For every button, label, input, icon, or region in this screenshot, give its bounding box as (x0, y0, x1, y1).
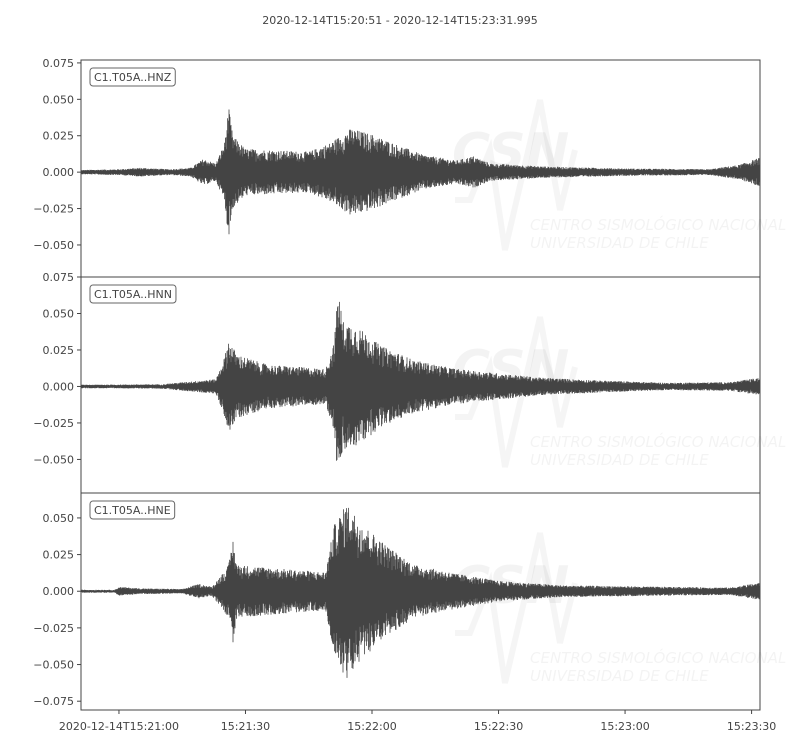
y-tick-label: 0.050 (43, 93, 75, 106)
watermark-wave-icon (455, 316, 578, 468)
y-tick-label: 0.000 (43, 380, 75, 393)
trace-label: C1.T05A..HNE (89, 500, 176, 520)
y-tick-label: −0.025 (33, 622, 74, 635)
y-tick-label: −0.025 (33, 203, 74, 216)
csn-watermark: CSNCENTRO SISMOLÓGICO NACIONALUNIVERSIDA… (452, 99, 786, 252)
trace-panel-hnz: CSNCENTRO SISMOLÓGICO NACIONALUNIVERSIDA… (33, 57, 786, 278)
y-tick-label: 0.050 (43, 512, 75, 525)
plot-title: 2020-12-14T15:20:51 - 2020-12-14T15:23:3… (262, 14, 538, 27)
svg-text:CENTRO SISMOLÓGICO NACIONAL: CENTRO SISMOLÓGICO NACIONAL (530, 432, 786, 451)
watermark-wave-icon (455, 99, 578, 251)
y-tick-label: −0.025 (33, 417, 74, 430)
trace-label: C1.T05A..HNN (89, 284, 177, 304)
watermark-wave-icon (455, 532, 578, 684)
y-tick-label: 0.025 (43, 130, 75, 143)
y-tick-label: −0.050 (33, 239, 74, 252)
trace-label-text: C1.T05A..HNE (94, 504, 171, 517)
svg-text:UNIVERSIDAD DE CHILE: UNIVERSIDAD DE CHILE (530, 667, 709, 685)
y-tick-label: 0.025 (43, 344, 75, 357)
x-tick-label: 15:23:00 (600, 720, 649, 733)
y-tick-label: 0.025 (43, 549, 75, 562)
trace-label-text: C1.T05A..HNZ (94, 71, 172, 84)
y-tick-label: 0.000 (43, 585, 75, 598)
x-tick-label: 15:21:30 (221, 720, 270, 733)
y-tick-label: −0.050 (33, 453, 74, 466)
x-tick-label: 2020-12-14T15:21:00 (59, 720, 179, 733)
y-tick-label: −0.050 (33, 659, 74, 672)
axes-frame (80, 492, 761, 711)
y-tick-label: −0.075 (33, 695, 74, 708)
svg-text:CENTRO SISMOLÓGICO NACIONAL: CENTRO SISMOLÓGICO NACIONAL (530, 215, 786, 234)
y-tick-label: 0.075 (43, 271, 75, 284)
trace-label: C1.T05A..HNZ (89, 67, 176, 87)
x-tick-label: 15:23:30 (727, 720, 776, 733)
x-axis: 2020-12-14T15:21:00 15:21:30 15:22:00 15:22… (59, 710, 776, 733)
trace-label-text: C1.T05A..HNN (94, 288, 172, 301)
svg-text:UNIVERSIDAD DE CHILE: UNIVERSIDAD DE CHILE (530, 234, 709, 252)
y-tick-label: 0.000 (43, 166, 75, 179)
svg-text:UNIVERSIDAD DE CHILE: UNIVERSIDAD DE CHILE (530, 451, 709, 469)
y-tick-label: 0.075 (43, 57, 75, 70)
x-tick-label: 15:22:00 (347, 720, 396, 733)
csn-watermark: CSNCENTRO SISMOLÓGICO NACIONALUNIVERSIDA… (452, 532, 786, 685)
x-tick-label: 15:22:30 (474, 720, 523, 733)
y-tick-label: 0.050 (43, 307, 75, 320)
trace-panel-hnn: CSNCENTRO SISMOLÓGICO NACIONALUNIVERSIDA… (33, 271, 786, 494)
svg-text:CENTRO SISMOLÓGICO NACIONAL: CENTRO SISMOLÓGICO NACIONAL (530, 648, 786, 667)
trace-panel-hne: CSNCENTRO SISMOLÓGICO NACIONALUNIVERSIDA… (33, 492, 786, 711)
